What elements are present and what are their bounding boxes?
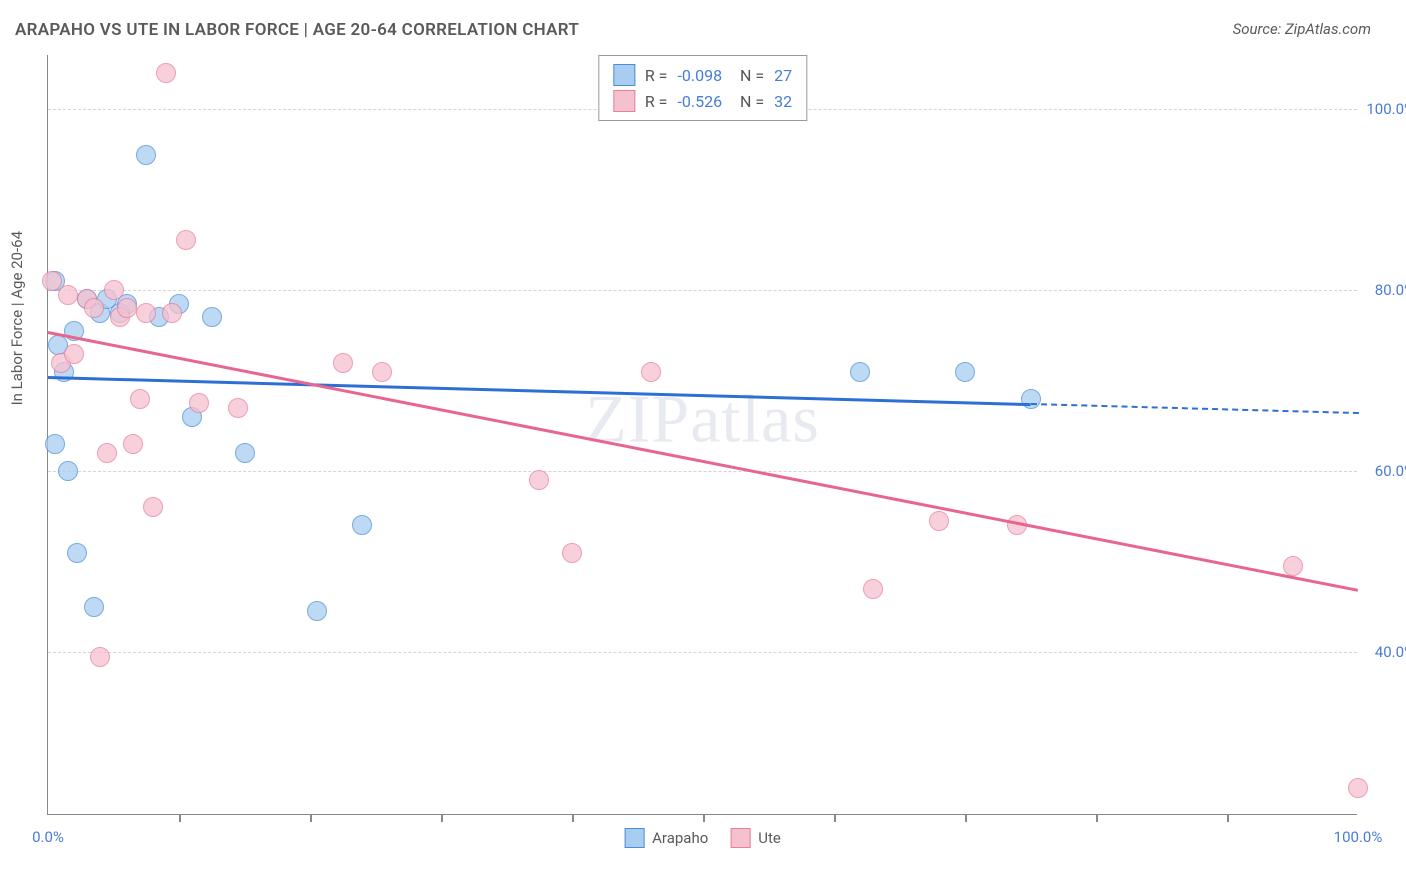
data-point <box>123 434 143 454</box>
data-point <box>529 470 549 490</box>
data-point <box>117 298 137 318</box>
x-tick <box>834 814 836 822</box>
data-point <box>352 515 372 535</box>
legend-label: Ute <box>758 829 781 847</box>
x-tick-label: 0.0% <box>32 828 64 846</box>
data-point <box>162 303 182 323</box>
x-tick <box>965 814 967 822</box>
data-point <box>130 389 150 409</box>
data-point <box>176 230 196 250</box>
data-point <box>641 362 661 382</box>
data-point <box>929 511 949 531</box>
data-point <box>307 601 327 621</box>
data-point <box>90 647 110 667</box>
chart-title: ARAPAHO VS UTE IN LABOR FORCE | AGE 20-6… <box>15 20 579 40</box>
stat-r-value: -0.526 <box>677 92 722 111</box>
data-point <box>97 443 117 463</box>
x-tick <box>310 814 312 822</box>
data-point <box>58 285 78 305</box>
stat-r-value: -0.098 <box>677 66 722 85</box>
stat-row: R = -0.098 N = 27 <box>613 62 792 88</box>
x-tick <box>1227 814 1229 822</box>
legend-item: Ute <box>730 828 781 848</box>
x-tick <box>1096 814 1098 822</box>
data-point <box>1021 389 1041 409</box>
data-point <box>202 307 222 327</box>
data-point <box>143 497 163 517</box>
x-tick-label: 100.0% <box>1334 828 1383 846</box>
stat-n-value: 27 <box>774 66 792 85</box>
data-point <box>955 362 975 382</box>
y-tick-label: 60.0% <box>1375 462 1406 480</box>
data-point <box>84 298 104 318</box>
chart-plot-area: ZIPatlas 40.0%60.0%80.0%100.0%0.0%100.0%… <box>47 55 1357 815</box>
data-point <box>1348 778 1368 798</box>
data-point <box>67 543 87 563</box>
stat-r-label: R = <box>645 66 668 85</box>
data-point <box>45 434 65 454</box>
data-point <box>1283 556 1303 576</box>
series-swatch-icon <box>613 90 635 112</box>
chart-legend: Arapaho Ute <box>624 828 781 848</box>
x-tick <box>179 814 181 822</box>
gridline <box>48 652 1357 653</box>
stat-row: R = -0.526 N = 32 <box>613 88 792 114</box>
data-point <box>84 597 104 617</box>
x-tick <box>441 814 443 822</box>
chart-source: Source: ZipAtlas.com <box>1233 20 1371 38</box>
y-tick-label: 100.0% <box>1366 100 1406 118</box>
data-point <box>156 63 176 83</box>
data-point <box>372 362 392 382</box>
data-point <box>64 344 84 364</box>
data-point <box>863 579 883 599</box>
x-tick <box>703 814 705 822</box>
gridline <box>48 290 1357 291</box>
legend-label: Arapaho <box>652 829 708 847</box>
stat-n-label: N = <box>732 66 764 85</box>
gridline <box>48 471 1357 472</box>
data-point <box>850 362 870 382</box>
y-axis-label: In Labor Force | Age 20-64 <box>8 231 26 405</box>
data-point <box>104 280 124 300</box>
data-point <box>136 145 156 165</box>
legend-swatch-icon <box>730 828 750 848</box>
data-point <box>228 398 248 418</box>
y-tick-label: 40.0% <box>1375 643 1406 661</box>
data-point <box>189 393 209 413</box>
data-point <box>136 303 156 323</box>
stat-n-value: 32 <box>774 92 792 111</box>
legend-swatch-icon <box>624 828 644 848</box>
correlation-stats-box: R = -0.098 N = 27R = -0.526 N = 32 <box>598 55 807 121</box>
stat-r-label: R = <box>645 92 668 111</box>
legend-item: Arapaho <box>624 828 708 848</box>
data-point <box>235 443 255 463</box>
x-tick <box>572 814 574 822</box>
trend-line-extrapolation <box>1030 403 1358 414</box>
data-point <box>58 461 78 481</box>
data-point <box>562 543 582 563</box>
stat-n-label: N = <box>732 92 764 111</box>
y-tick-label: 80.0% <box>1375 281 1406 299</box>
series-swatch-icon <box>613 64 635 86</box>
chart-header: ARAPAHO VS UTE IN LABOR FORCE | AGE 20-6… <box>0 0 1406 48</box>
data-point <box>333 353 353 373</box>
